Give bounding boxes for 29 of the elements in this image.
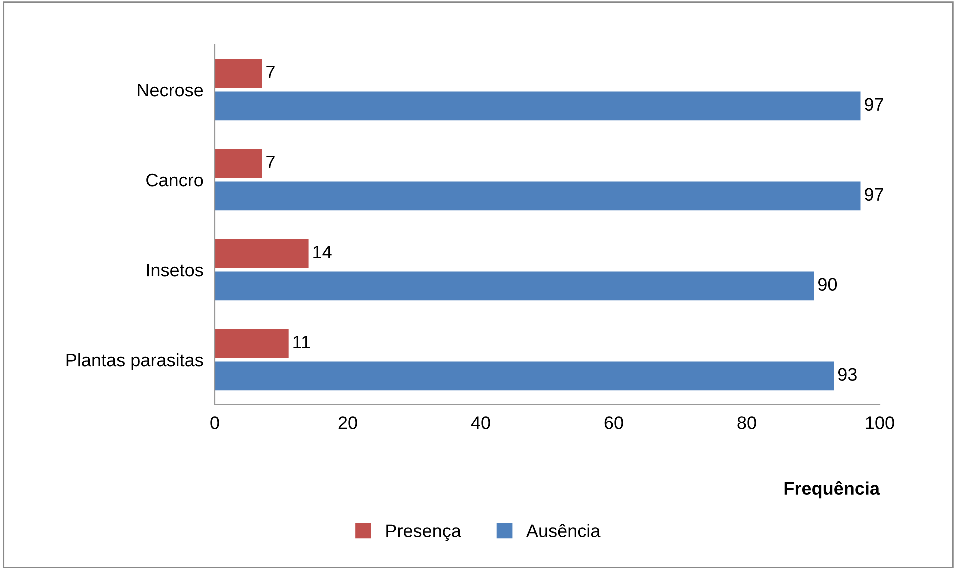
data-label: 90 (818, 278, 838, 292)
y-tick-label: Necrose (138, 84, 204, 97)
y-tick-label: Insetos (147, 264, 204, 277)
bar (215, 362, 834, 391)
data-label: 7 (266, 66, 275, 78)
x-tick-label: 60 (604, 416, 624, 430)
y-tick-label: Plantas parasitas (66, 353, 204, 370)
bar (215, 59, 262, 88)
x-tick-label: 80 (738, 416, 756, 430)
legend-label: Presença (386, 524, 462, 542)
legend-label: Ausência (526, 524, 601, 538)
data-label: 7 (266, 156, 275, 168)
bar (215, 239, 309, 268)
x-tick-label: 20 (338, 416, 358, 430)
x-tick-label: 0 (210, 416, 220, 430)
data-label: 11 (294, 336, 310, 348)
x-tick-label: 40 (471, 416, 490, 430)
x-axis-title: Frequência (784, 481, 880, 499)
bar (215, 149, 262, 178)
data-label: 14 (314, 246, 332, 258)
bar (215, 92, 861, 121)
y-tick-label: Cancro (146, 174, 204, 187)
x-tick-label: 100 (866, 416, 894, 430)
bar (215, 272, 814, 301)
data-label: 93 (838, 368, 857, 382)
bar (215, 329, 289, 358)
data-label: 97 (865, 98, 884, 112)
data-label: 97 (865, 188, 884, 202)
bar (215, 182, 861, 211)
